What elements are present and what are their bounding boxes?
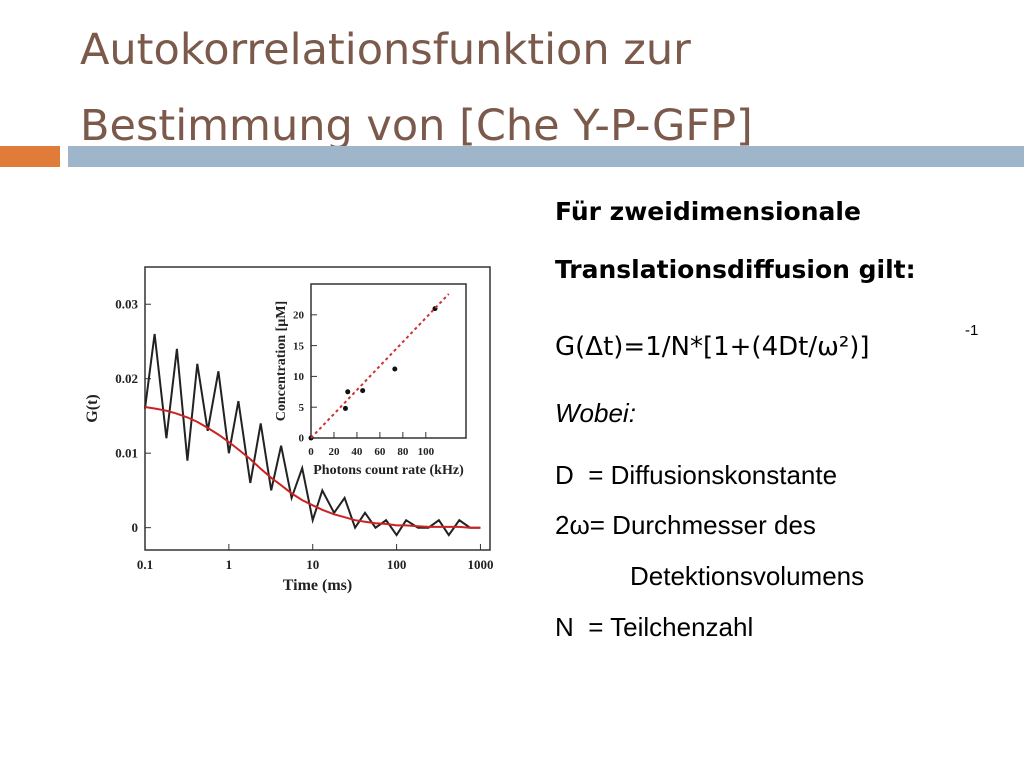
heading: Für zweidimensionale (555, 197, 861, 226)
x-tick-label: 1 (226, 557, 233, 572)
y-axis-label: Concentration [µM] (274, 301, 289, 421)
wobei: Wobei: (555, 398, 636, 428)
data-line (144, 333, 481, 537)
x-tick-label: 10 (306, 557, 319, 572)
data-line (144, 406, 481, 529)
y-tick-label: 0.03 (115, 297, 138, 312)
y-tick-label: 15 (293, 340, 305, 352)
x-tick-label: 0 (308, 446, 314, 458)
data-point (345, 389, 351, 395)
y-tick-label: 0 (299, 433, 305, 445)
x-tick-label: 0.1 (137, 557, 153, 572)
slide-title: Autokorrelationsfunktion zur (80, 25, 691, 75)
definition: Detektionsvolumens (630, 561, 864, 591)
accent-bar (0, 146, 60, 167)
formula: G(Δt)=1/N*[1+(4Dt/ω²)] (555, 332, 870, 362)
data-point (392, 366, 398, 372)
definition: 2ω= Durchmesser des (555, 510, 816, 540)
formula-exponent: -1 (965, 322, 978, 339)
y-tick-label: 20 (293, 309, 305, 321)
x-tick-label: 1000 (467, 557, 493, 572)
x-tick-label: 40 (351, 446, 363, 458)
data-point (342, 405, 348, 411)
x-tick-label: 100 (387, 557, 407, 572)
x-tick-label: 60 (374, 446, 386, 458)
y-tick-label: 5 (299, 402, 305, 414)
header-bar (68, 146, 1024, 167)
data-point (360, 388, 366, 394)
definition: D = Diffusionskonstante (555, 460, 837, 490)
x-tick-label: 80 (397, 446, 409, 458)
definition: N = Teilchenzahl (555, 612, 753, 642)
x-axis-label: Photons count rate (kHz) (313, 463, 464, 478)
y-tick-label: 0 (132, 520, 139, 535)
x-tick-label: 100 (418, 446, 435, 458)
y-axis-label: G(t) (84, 394, 101, 422)
y-tick-label: 0.02 (115, 371, 138, 386)
x-axis-label: Time (ms) (283, 577, 352, 594)
heading: Translationsdiffusion gilt: (555, 255, 916, 284)
x-tick-label: 20 (328, 446, 340, 458)
slide-title: Bestimmung von [Che Y-P-GFP] (80, 101, 753, 151)
y-tick-label: 10 (293, 371, 305, 383)
y-tick-label: 0.01 (115, 446, 138, 461)
